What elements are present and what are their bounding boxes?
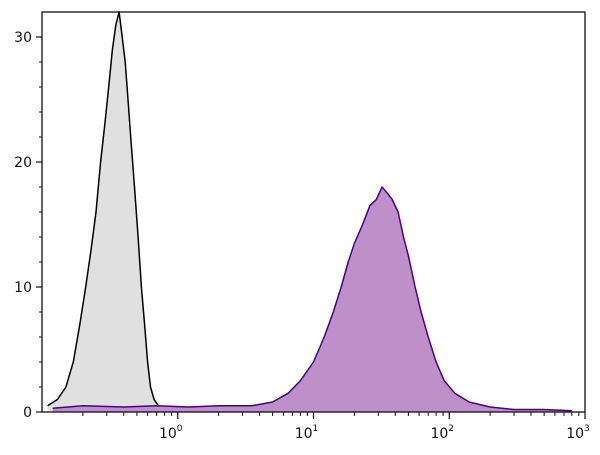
series-2-area (52, 187, 572, 412)
y-tick-label: 20 (14, 155, 32, 171)
x-tick-label: 101 (295, 424, 319, 442)
axis-layer: 100 101 102 103 0 10 20 30 (14, 30, 590, 442)
x-tick-label: 102 (430, 424, 454, 442)
y-tick-label: 0 (23, 405, 32, 421)
x-tick-label: 100 (159, 424, 183, 442)
y-tick-label: 10 (14, 280, 32, 296)
x-tick-label: 103 (566, 424, 590, 442)
series-1-line (47, 11, 179, 413)
series-2-line (52, 186, 572, 412)
series-1-area (47, 12, 178, 412)
y-tick-label: 30 (14, 30, 32, 46)
series-layer (47, 11, 572, 413)
